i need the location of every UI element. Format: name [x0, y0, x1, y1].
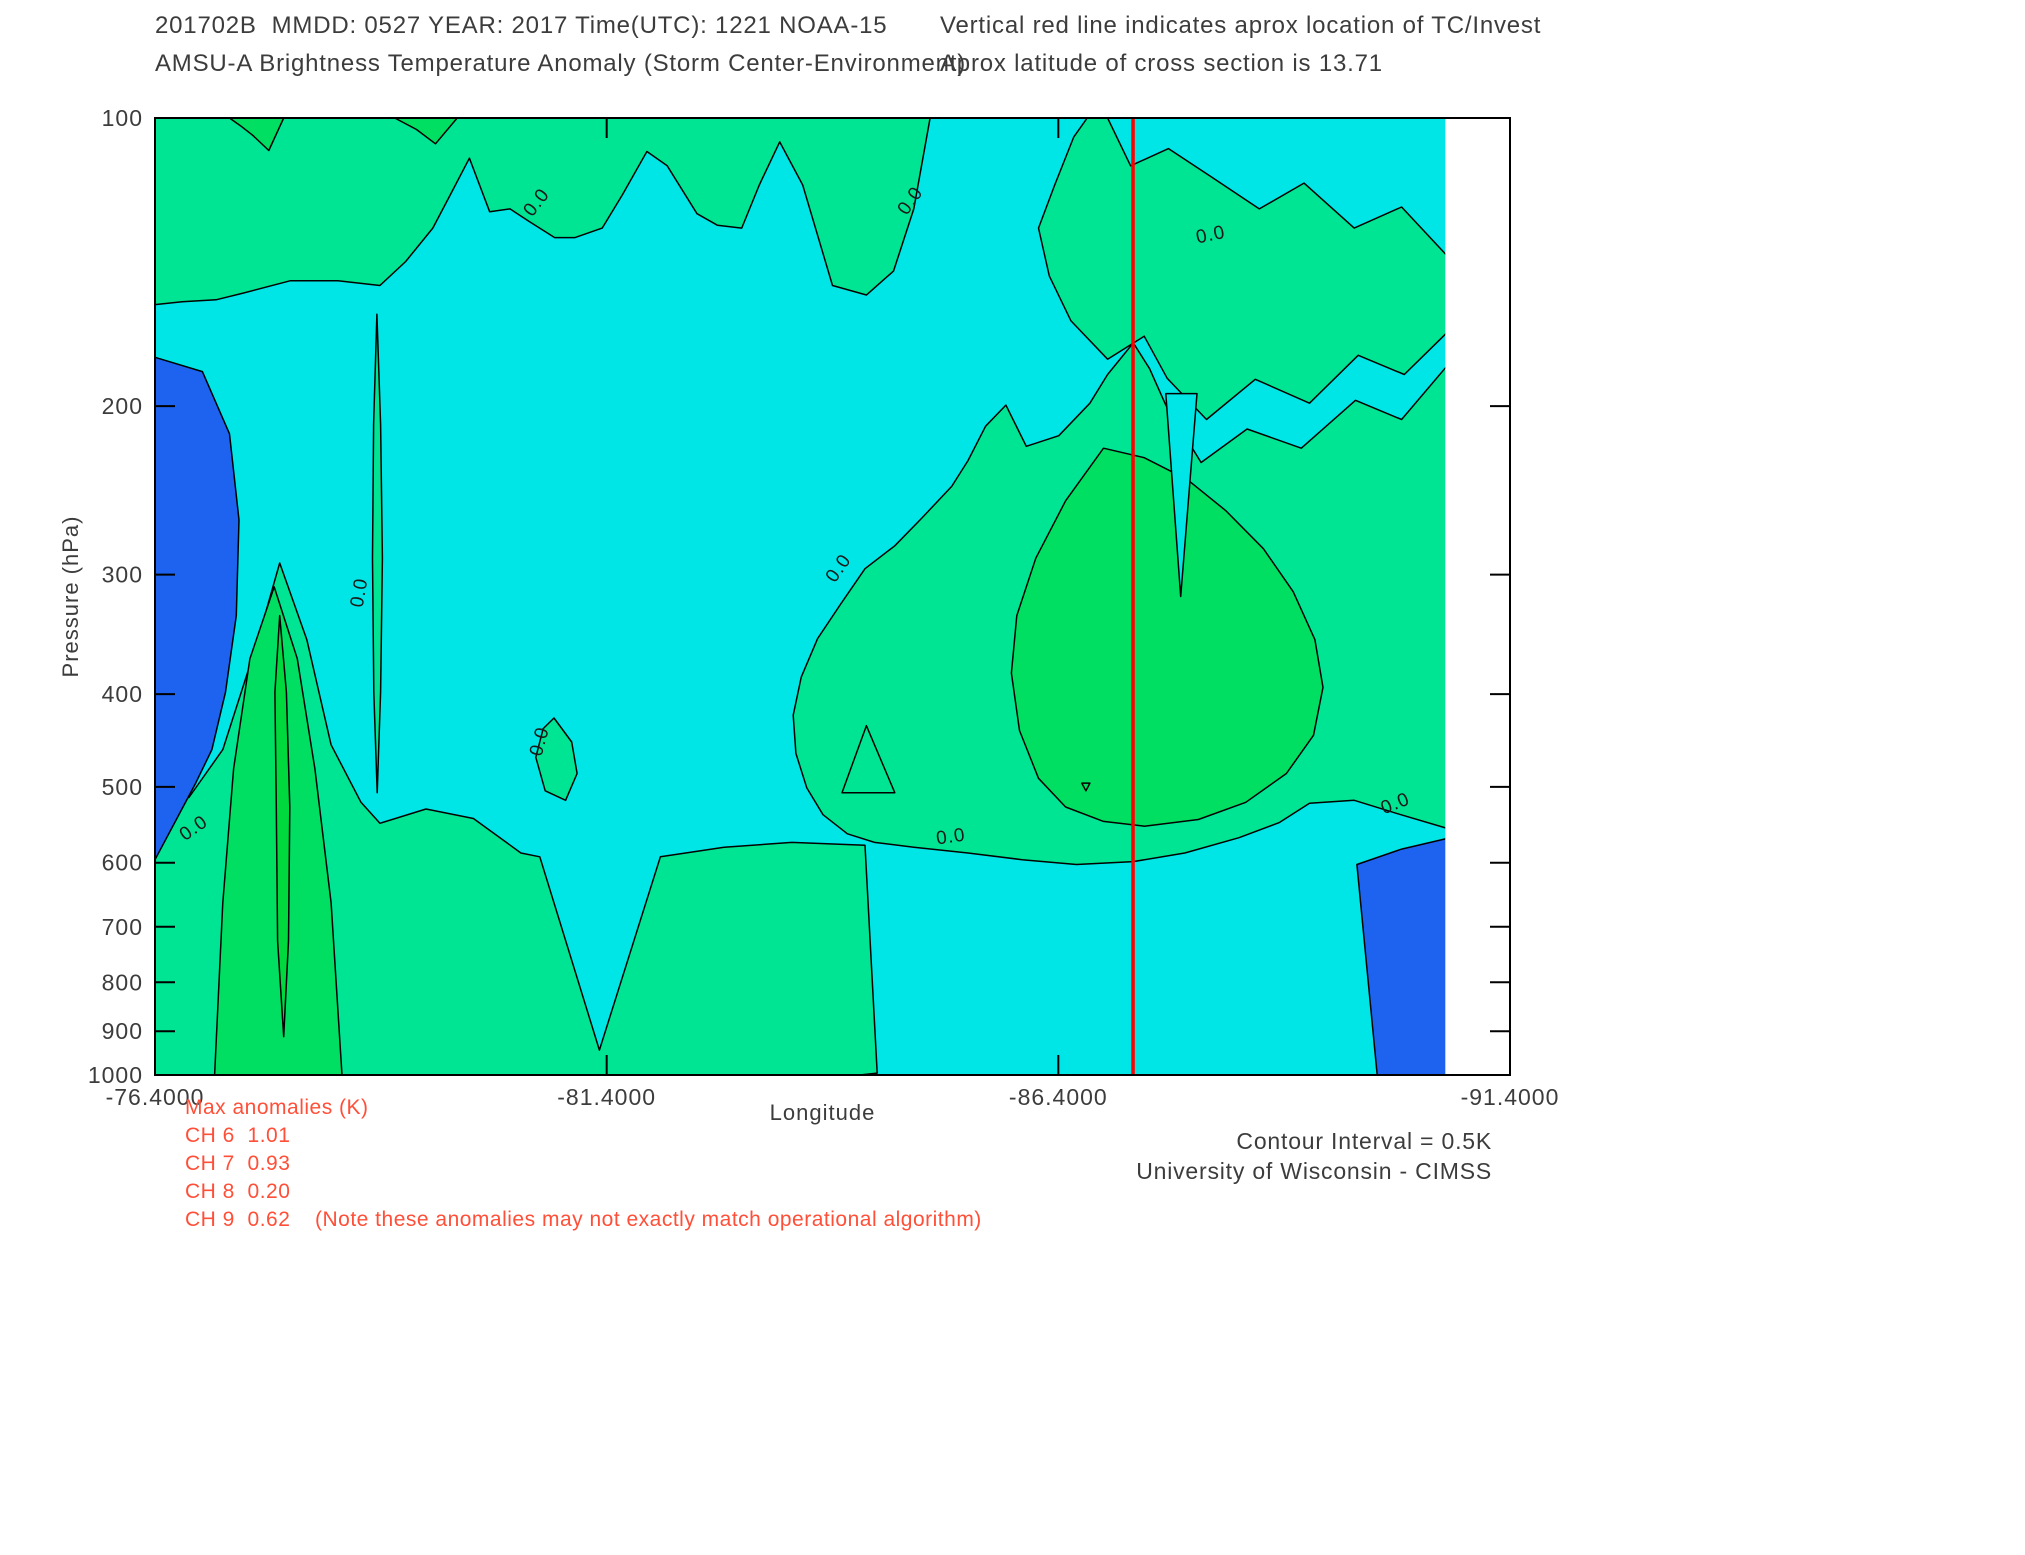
max-anomalies-title: Max anomalies (K) — [185, 1096, 369, 1119]
x-tick-label: -76.4000 — [106, 1084, 205, 1110]
y-tick-label: 300 — [102, 562, 143, 588]
contour-label: 0.0 — [935, 825, 967, 850]
header-product-title: AMSU-A Brightness Temperature Anomaly (S… — [155, 50, 967, 77]
region-small-triangle — [841, 724, 896, 794]
no-data-band — [1445, 117, 1510, 1076]
y-tick-label: 800 — [102, 969, 143, 995]
region-right-core-notch — [1165, 392, 1198, 598]
x-axis-title: Longitude — [770, 1100, 876, 1125]
y-tick-label: 400 — [102, 681, 143, 707]
region-top-band — [154, 117, 931, 306]
header-latitude-note: Aprox latitude of cross section is 13.71 — [940, 50, 1383, 77]
y-tick-label: 600 — [102, 850, 143, 876]
institution-label: University of Wisconsin - CIMSS — [1136, 1158, 1492, 1184]
y-tick-label: 500 — [102, 774, 143, 800]
region-right-core — [1010, 447, 1324, 827]
y-tick-label: 100 — [102, 105, 143, 131]
y-tick-label: 700 — [102, 914, 143, 940]
region-micro-contour — [1081, 782, 1091, 792]
y-axis-title: Pressure (hPa) — [58, 516, 83, 678]
channel-anomaly-ch9: CH 9 0.62 — [185, 1208, 291, 1231]
region-bottom-left-core — [274, 614, 291, 1038]
algorithm-note: (Note these anomalies may not exactly ma… — [315, 1208, 982, 1231]
channel-anomaly-ch7: CH 7 0.93 — [185, 1152, 291, 1175]
x-tick-label: -91.4000 — [1461, 1084, 1560, 1110]
header-redline-note: Vertical red line indicates aprox locati… — [940, 12, 1542, 39]
y-tick-label: 1000 — [88, 1062, 143, 1088]
x-tick-label: -81.4000 — [557, 1084, 656, 1110]
y-tick-label: 200 — [102, 393, 143, 419]
contour-label: 0.0 — [347, 576, 373, 609]
header-storm-info: 201702B MMDD: 0527 YEAR: 2017 Time(UTC):… — [155, 12, 888, 39]
x-tick-label: -86.4000 — [1009, 1084, 1108, 1110]
channel-anomaly-ch8: CH 8 0.20 — [185, 1180, 291, 1203]
channel-anomaly-ch6: CH 6 1.01 — [185, 1124, 291, 1147]
y-tick-label: 900 — [102, 1018, 143, 1044]
region-small-blob — [535, 717, 578, 802]
contour-interval-label: Contour Interval = 0.5K — [1236, 1128, 1492, 1154]
region-blue-left — [154, 356, 240, 861]
region-sliver — [371, 313, 384, 794]
plot-frame — [154, 117, 1511, 1076]
